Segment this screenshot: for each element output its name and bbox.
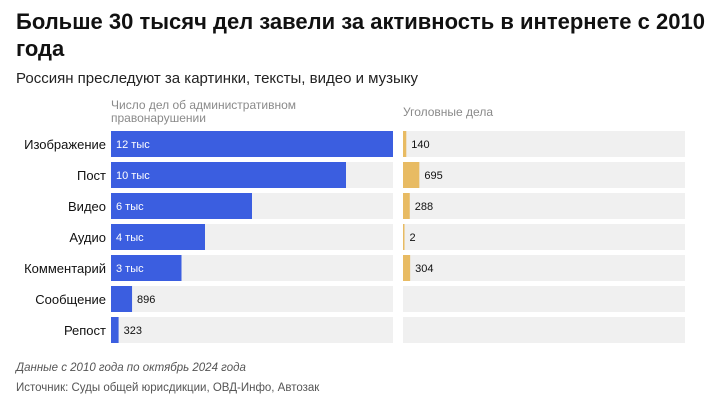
criminal-bar [403, 131, 407, 157]
admin-value-label: 3 тыс [116, 263, 144, 275]
admin-bar [111, 224, 205, 250]
criminal-bar [403, 255, 411, 281]
admin-bar [111, 286, 133, 312]
criminal-track [403, 162, 685, 188]
admin-value-label: 10 тыс [116, 170, 150, 182]
source-note: Источник: Суды общей юрисдикции, ОВД-Инф… [16, 382, 320, 394]
criminal-column-header: Уголовные дела [403, 105, 494, 119]
criminal-value-label: 695 [424, 170, 442, 182]
admin-value-label: 896 [137, 294, 155, 306]
admin-value-label: 4 тыс [116, 232, 144, 244]
admin-value-label: 12 тыс [116, 139, 150, 151]
chart-title: Больше 30 тысяч дел завели за активность… [16, 9, 705, 61]
criminal-value-label: 304 [415, 263, 433, 275]
admin-bar [111, 131, 393, 157]
category-label: Аудио [69, 230, 106, 245]
criminal-bar [403, 162, 420, 188]
category-label: Видео [68, 199, 106, 214]
criminal-track [403, 317, 685, 343]
criminal-track [403, 255, 685, 281]
admin-bar [111, 162, 346, 188]
category-label: Репост [64, 323, 106, 338]
criminal-value-label: 2 [410, 232, 416, 244]
criminal-track [403, 131, 685, 157]
admin-track [111, 286, 393, 312]
admin-track [111, 317, 393, 343]
criminal-track [403, 286, 685, 312]
category-label: Пост [77, 168, 106, 183]
criminal-track [403, 224, 685, 250]
criminal-bar [403, 193, 410, 219]
chart-subtitle: Россиян преследуют за картинки, тексты, … [16, 70, 418, 87]
criminal-bar [403, 224, 405, 250]
criminal-value-label: 288 [415, 201, 433, 213]
category-label: Комментарий [24, 261, 106, 276]
category-label: Изображение [24, 137, 106, 152]
admin-value-label: 323 [124, 325, 142, 337]
criminal-track [403, 193, 685, 219]
admin-column-header: Число дел об административном правонаруш… [111, 98, 297, 125]
criminal-value-label: 140 [411, 139, 429, 151]
admin-bar [111, 317, 119, 343]
footnote: Данные с 2010 года по октябрь 2024 года [16, 362, 246, 374]
admin-bar [111, 193, 252, 219]
admin-bar [111, 255, 182, 281]
category-label: Сообщение [35, 292, 106, 307]
admin-value-label: 6 тыс [116, 201, 144, 213]
